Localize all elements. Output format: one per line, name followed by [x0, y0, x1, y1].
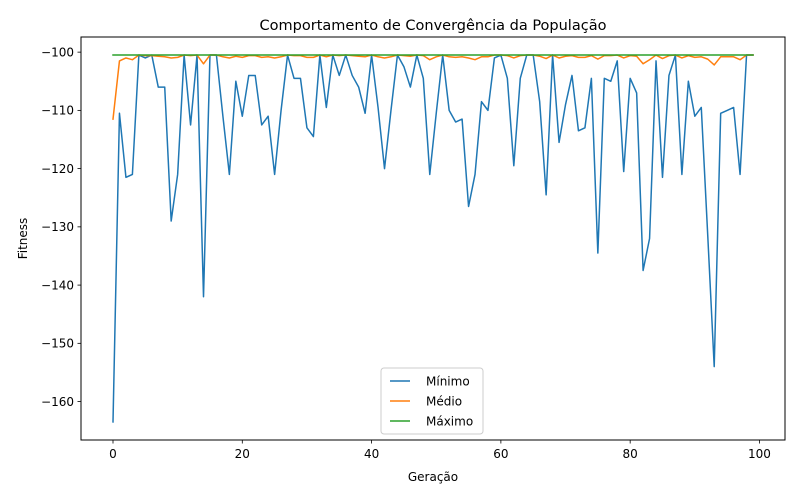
y-tick-label: −120: [41, 162, 74, 176]
chart-title: Comportamento de Convergência da Populaç…: [260, 18, 607, 34]
x-tick-label: 0: [109, 447, 117, 461]
x-tick-label: 60: [493, 447, 508, 461]
legend-label-1: Mínimo: [426, 374, 470, 388]
y-tick-label: −160: [41, 395, 74, 409]
y-tick-label: −100: [41, 45, 74, 59]
x-tick-label: 80: [623, 447, 638, 461]
y-tick-label: −140: [41, 278, 74, 292]
legend-label-2: Médio: [426, 394, 462, 408]
plot-lines: [112, 54, 754, 423]
x-tick-label: 40: [364, 447, 379, 461]
y-axis-ticks: −160 −150 −140 −130 −120 −110 −100: [41, 45, 81, 409]
series-line-2: [112, 54, 754, 120]
series-line-1: [112, 54, 754, 423]
legend: Mínimo Médio Máximo: [380, 367, 484, 435]
legend-box: [380, 367, 484, 435]
y-tick-label: −150: [41, 337, 74, 351]
legend-label-3: Máximo: [426, 414, 473, 428]
x-tick-label: 100: [748, 447, 771, 461]
y-tick-label: −110: [41, 104, 74, 118]
x-tick-label: 20: [235, 447, 250, 461]
x-axis-ticks: 0 20 40 60 80 100: [109, 440, 771, 461]
axes-frame: [80, 36, 786, 441]
y-tick-label: −130: [41, 220, 74, 234]
y-axis-label: Fitness: [16, 218, 30, 260]
x-axis-label: Geração: [408, 470, 458, 484]
